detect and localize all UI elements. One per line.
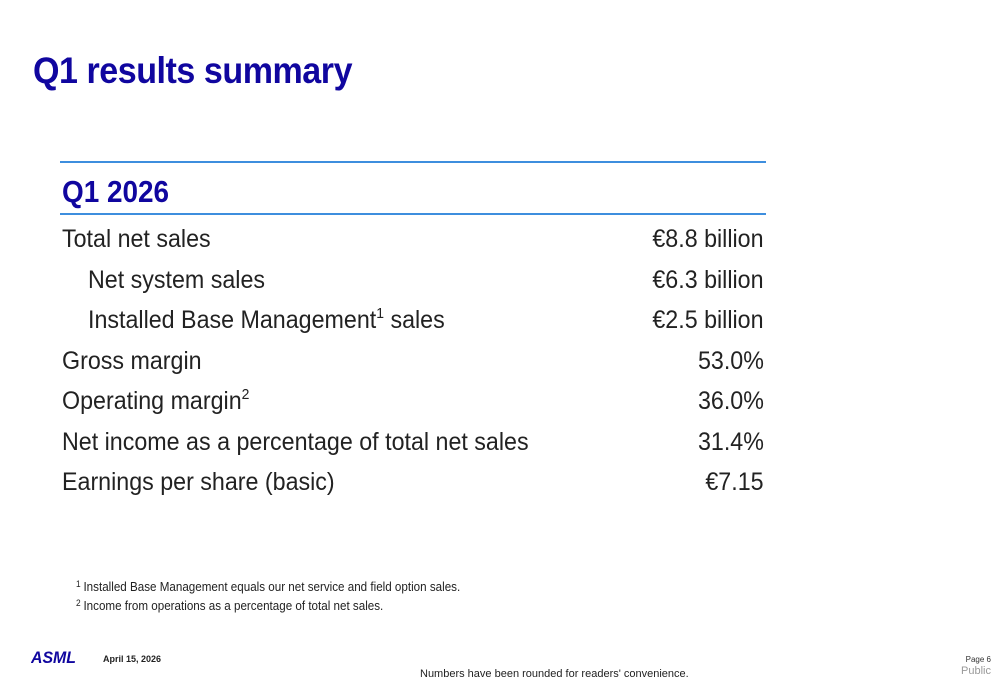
- metric-row-installed-base-management-sales: Installed Base Management1 sales €2.5 bi…: [62, 300, 764, 341]
- rounding-note: Numbers have been rounded for readers' c…: [420, 668, 689, 680]
- metric-value: €7.15: [705, 468, 764, 496]
- metric-value: €2.5 billion: [652, 306, 764, 334]
- footer-date: April 15, 2026: [103, 654, 162, 664]
- page-number: Page 6: [965, 655, 991, 664]
- metric-value: 53.0%: [698, 346, 764, 375]
- metric-row-total-net-sales: Total net sales €8.8 billion: [62, 219, 764, 260]
- footnote-marker: 2: [241, 386, 250, 403]
- asml-logo: ASML: [31, 648, 76, 666]
- metric-row-net-income-percentage: Net income as a percentage of total net …: [62, 422, 764, 463]
- footnote-2: 2 Income from operations as a percentage …: [76, 598, 384, 614]
- metric-label: Net system sales: [88, 265, 266, 294]
- metric-label: Gross margin: [62, 346, 202, 375]
- metric-value: 36.0%: [698, 387, 764, 415]
- slide-title: Q1 results summary: [33, 50, 353, 91]
- metric-label: Total net sales: [62, 225, 211, 253]
- footnotes: 1 Installed Base Management equals our ne…: [76, 578, 489, 616]
- period-heading: Q1 2026: [62, 174, 170, 209]
- metric-label: Installed Base Management1 sales: [88, 305, 445, 334]
- metric-row-operating-margin: Operating margin2 36.0%: [62, 381, 764, 422]
- metric-value: €8.8 billion: [652, 225, 764, 253]
- metric-value: €6.3 billion: [652, 265, 764, 294]
- metric-row-earnings-per-share: Earnings per share (basic) €7.15: [62, 462, 764, 503]
- top-rule: [60, 161, 766, 163]
- classification-label: Public: [961, 665, 991, 677]
- metric-label: Net income as a percentage of total net …: [62, 427, 529, 456]
- metric-label: Earnings per share (basic): [62, 468, 335, 496]
- footnote-1: 1 Installed Base Management equals our ne…: [76, 579, 461, 595]
- logo-text: ASML: [31, 648, 76, 666]
- metrics-table: Total net sales €8.8 billion Net system …: [62, 219, 764, 503]
- header-rule: [60, 213, 766, 215]
- metric-row-gross-margin: Gross margin 53.0%: [62, 341, 764, 382]
- metric-row-net-system-sales: Net system sales €6.3 billion: [62, 260, 764, 301]
- metric-label: Operating margin2: [62, 386, 250, 415]
- metric-value: 31.4%: [698, 427, 764, 456]
- footnote-marker: 1: [376, 305, 384, 322]
